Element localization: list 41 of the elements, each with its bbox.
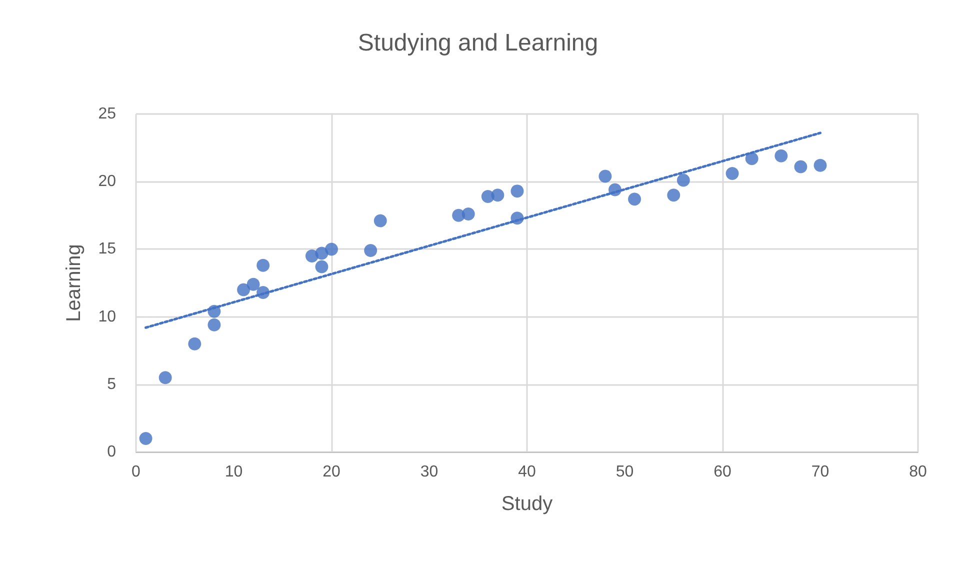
x-tick-label: 50 bbox=[616, 464, 634, 480]
point bbox=[491, 188, 504, 202]
point bbox=[510, 184, 524, 198]
x-tick-label: 60 bbox=[714, 464, 732, 480]
x-axis-title: Study bbox=[501, 493, 553, 515]
point bbox=[158, 371, 172, 384]
point bbox=[139, 432, 152, 445]
point bbox=[726, 166, 739, 180]
point bbox=[745, 152, 758, 166]
point bbox=[794, 160, 808, 174]
point bbox=[374, 214, 387, 228]
point bbox=[774, 149, 788, 162]
y-tick-label: 10 bbox=[98, 308, 116, 326]
point bbox=[667, 188, 680, 202]
point bbox=[676, 174, 690, 187]
point bbox=[237, 283, 250, 296]
x-tick-label: 0 bbox=[132, 464, 141, 480]
point bbox=[188, 337, 202, 350]
x-tick-label: 70 bbox=[811, 464, 830, 480]
point bbox=[208, 318, 221, 332]
y-axis-title: Learning bbox=[63, 244, 85, 322]
x-tick-label: 10 bbox=[224, 464, 243, 480]
point bbox=[598, 170, 612, 183]
point bbox=[325, 242, 338, 256]
y-tick-label: 25 bbox=[98, 106, 116, 122]
point bbox=[364, 244, 378, 258]
y-tick-label: 0 bbox=[107, 444, 116, 460]
point bbox=[256, 258, 270, 272]
point bbox=[246, 278, 260, 291]
x-tick-label: 40 bbox=[518, 464, 536, 480]
x-tick-label: 80 bbox=[909, 464, 927, 480]
y-tick-label: 5 bbox=[107, 376, 116, 393]
chart-title: Studying and Learning bbox=[358, 30, 598, 56]
point bbox=[462, 208, 475, 221]
point bbox=[315, 260, 328, 274]
point bbox=[814, 158, 827, 172]
point bbox=[628, 192, 642, 206]
x-tick-label: 30 bbox=[420, 464, 438, 480]
x-tick-label: 20 bbox=[322, 464, 340, 480]
y-tick-label: 20 bbox=[98, 173, 116, 190]
y-tick-label: 15 bbox=[98, 240, 116, 258]
